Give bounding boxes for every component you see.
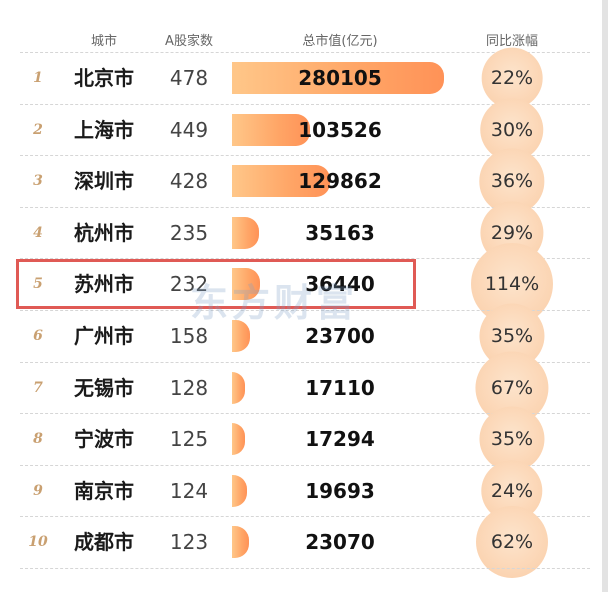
city-name: 杭州市 (74, 220, 134, 245)
table-row: 5 苏州市 232 36440 114% (0, 243, 600, 326)
stock-count: 128 (169, 375, 209, 400)
table-row: 7 无锡市 128 17110 67% (0, 351, 600, 425)
growth-bubble (475, 506, 549, 579)
stock-count: 449 (169, 117, 209, 142)
market-cap-value: 17294 (305, 427, 375, 452)
rank-number: 3 (33, 173, 43, 190)
rank-number: 9 (33, 482, 43, 499)
growth-percent: 67% (490, 376, 534, 399)
market-cap-bar (232, 423, 246, 456)
stock-count: 123 (169, 530, 209, 555)
market-cap-bar (232, 526, 250, 559)
stock-count: 478 (169, 66, 209, 90)
city-name: 深圳市 (74, 169, 134, 194)
market-cap-value: 36440 (305, 272, 375, 297)
city-name: 广州市 (74, 324, 134, 348)
market-cap-value: 23070 (305, 530, 375, 555)
table-row: 8 宁波市 125 17294 35% (0, 406, 600, 472)
header-city: 城市 (90, 34, 118, 49)
market-cap-bar (232, 268, 260, 301)
growth-percent: 36% (490, 170, 534, 193)
header-market-cap: 总市值(亿元) (302, 34, 378, 49)
market-cap-bar (232, 474, 247, 507)
market-cap-value: 280105 (298, 66, 382, 90)
stock-count: 235 (169, 220, 209, 245)
row-separator (20, 310, 590, 311)
market-cap-value: 23700 (305, 324, 375, 348)
table-row: 3 深圳市 428 129862 36% (0, 148, 600, 214)
row-separator (20, 464, 590, 466)
city-name: 宁波市 (74, 427, 134, 452)
table-row: 2 上海市 449 103526 30% (0, 97, 600, 162)
row-separator (20, 155, 590, 157)
row-separator (20, 52, 590, 53)
stock-count: 428 (169, 169, 209, 194)
row-separator (20, 361, 590, 363)
table-row: 9 南京市 124 19693 24% (0, 460, 600, 522)
city-name: 上海市 (74, 117, 134, 142)
market-cap-value: 35163 (305, 220, 375, 245)
row-separator (20, 206, 590, 208)
growth-percent: 22% (490, 67, 534, 89)
market-cap-bar (232, 371, 245, 404)
rank-number: 10 (28, 534, 48, 551)
city-name: 苏州市 (74, 272, 134, 297)
market-cap-bar (232, 216, 259, 249)
growth-percent: 30% (490, 118, 534, 141)
row-separator (20, 568, 590, 569)
header-yoy-growth: 同比涨幅 (485, 34, 539, 49)
city-name: 南京市 (74, 478, 134, 503)
growth-percent: 114% (484, 273, 540, 296)
table-row: 10 成都市 123 23070 62% (0, 506, 600, 579)
rank-number: 6 (33, 328, 43, 344)
city-name: 成都市 (74, 530, 134, 555)
stock-count: 124 (169, 478, 209, 503)
rank-number: 8 (33, 431, 43, 448)
growth-percent: 29% (490, 221, 534, 244)
highlight-box (16, 259, 416, 309)
market-cap-value: 129862 (298, 169, 382, 194)
stock-count: 125 (169, 427, 209, 452)
stock-count: 158 (169, 324, 209, 348)
header-count: A股家数 (165, 34, 213, 49)
row-separator (20, 103, 590, 105)
row-separator (20, 516, 590, 518)
growth-percent: 62% (490, 531, 534, 554)
market-cap-bar (232, 165, 331, 198)
market-cap-bar (232, 320, 250, 352)
stock-count: 232 (169, 272, 209, 297)
rank-number: 7 (33, 379, 43, 396)
market-cap-value: 103526 (298, 117, 382, 142)
watermark-text: 东方财富 (190, 281, 359, 325)
growth-percent: 24% (490, 479, 534, 502)
market-cap-bar (232, 113, 311, 146)
market-cap-bar (232, 62, 444, 94)
row-separator (20, 413, 590, 415)
market-cap-value: 19693 (305, 478, 375, 503)
rank-number: 1 (33, 70, 43, 86)
rank-number: 2 (33, 121, 43, 138)
table-row: 1 北京市 478 280105 22% (0, 47, 600, 109)
rank-number: 5 (33, 276, 43, 293)
row-separator (20, 258, 590, 260)
city-name: 北京市 (74, 66, 134, 90)
growth-percent: 35% (490, 325, 534, 347)
market-cap-value: 17110 (305, 375, 375, 400)
city-name: 无锡市 (74, 375, 134, 400)
growth-percent: 35% (490, 428, 534, 451)
rank-number: 4 (33, 224, 43, 241)
